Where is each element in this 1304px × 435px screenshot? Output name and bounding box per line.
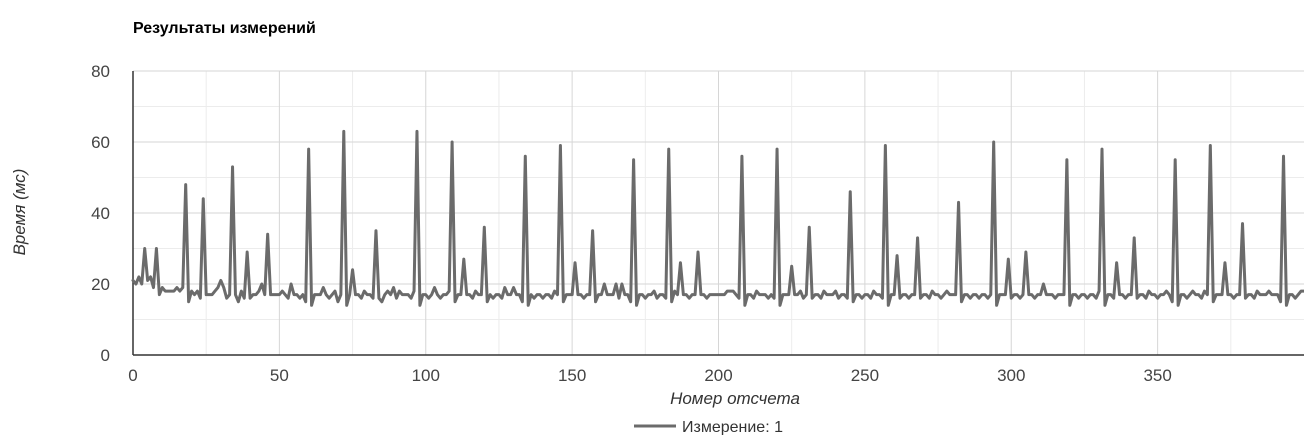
- x-tick-label: 250: [851, 366, 879, 385]
- y-tick-label: 20: [91, 275, 110, 294]
- chart-title: Результаты измерений: [133, 20, 316, 37]
- x-tick-label: 200: [704, 366, 732, 385]
- y-tick-label: 40: [91, 204, 110, 223]
- x-tick-label: 50: [270, 366, 289, 385]
- legend: Измерение: 1: [634, 419, 783, 435]
- x-tick-label: 300: [997, 366, 1025, 385]
- x-tick-label: 150: [558, 366, 586, 385]
- y-tick-label: 80: [91, 62, 110, 81]
- x-tick-label: 0: [128, 366, 137, 385]
- x-tick-label: 350: [1143, 366, 1171, 385]
- y-axis-title: Время (мс): [10, 169, 29, 256]
- y-tick-label: 0: [101, 346, 110, 365]
- y-tick-label: 60: [91, 133, 110, 152]
- series-line: [131, 129, 1304, 307]
- legend-label: Измерение: 1: [682, 419, 783, 435]
- x-axis-title: Номер отсчета: [670, 389, 800, 408]
- x-tick-label: 100: [412, 366, 440, 385]
- series-layer: [131, 129, 1304, 307]
- axes: 0 50 100 150 200 250 300 350 0 20 40 60 80: [91, 62, 1304, 385]
